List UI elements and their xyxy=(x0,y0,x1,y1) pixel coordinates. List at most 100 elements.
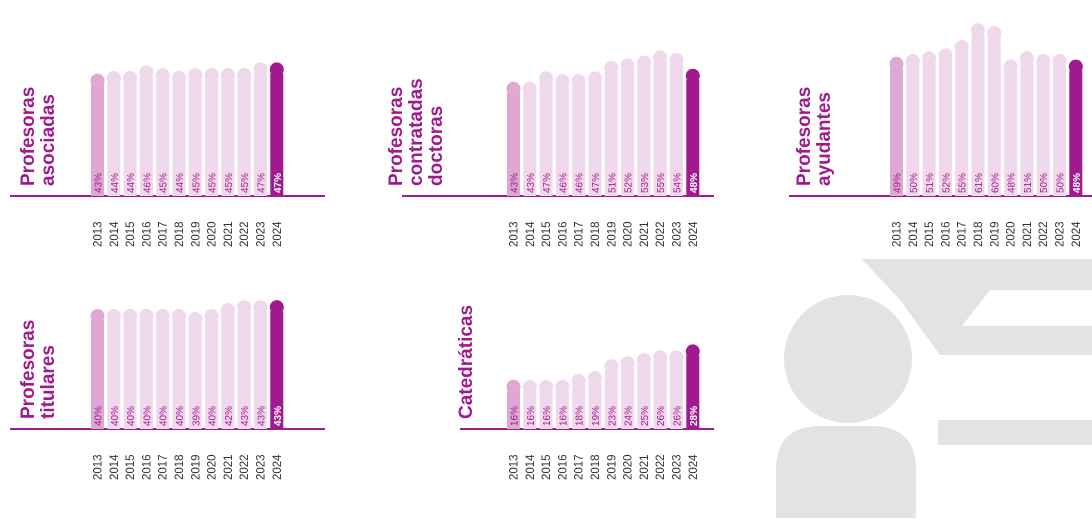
bar xyxy=(107,320,121,429)
year-tick-label: 2023 xyxy=(672,221,684,247)
bar-cap xyxy=(604,60,619,75)
value-label: 24% xyxy=(624,406,635,426)
bar xyxy=(188,79,202,196)
value-label: 47% xyxy=(257,173,268,193)
bar-cap xyxy=(620,356,635,371)
year-tick-label: 2019 xyxy=(606,454,618,480)
bar xyxy=(188,322,202,429)
value-label: 44% xyxy=(110,173,121,193)
bar xyxy=(139,76,153,196)
bar-cap xyxy=(1052,54,1067,68)
value-label: 49% xyxy=(893,173,904,193)
year-tick-label: 2014 xyxy=(525,454,537,480)
bar-cap xyxy=(971,23,985,38)
bar xyxy=(539,390,553,429)
bar xyxy=(539,82,553,196)
year-tick-label: 2024 xyxy=(688,454,700,480)
value-label: 51% xyxy=(925,173,936,193)
bar-cap xyxy=(237,68,252,82)
value-label: 19% xyxy=(591,406,602,426)
bar xyxy=(156,320,170,429)
value-label: 39% xyxy=(191,406,202,426)
bar xyxy=(123,320,137,429)
chart-profesoras-asociadas: Profesorasasociadas 43% 2013 44% 2014 44% 2015… xyxy=(0,0,360,255)
year-tick-label: 2017 xyxy=(957,221,969,247)
bar xyxy=(955,51,969,196)
year-tick-label: 2019 xyxy=(190,221,202,247)
bar xyxy=(621,367,635,429)
bar xyxy=(205,79,219,196)
value-label: 47% xyxy=(542,173,553,193)
value-label: 55% xyxy=(958,173,969,193)
year-tick-label: 2021 xyxy=(639,221,651,247)
bar-cap xyxy=(123,309,138,323)
value-label: 43% xyxy=(94,173,105,193)
value-label: 46% xyxy=(558,173,569,193)
bar xyxy=(1036,65,1050,196)
bar-cap xyxy=(220,68,235,82)
value-label: 61% xyxy=(974,173,985,193)
value-label: 44% xyxy=(175,173,186,193)
year-tick-label: 2021 xyxy=(1022,221,1034,247)
value-label: 47% xyxy=(273,173,284,193)
chart-profesoras-titulares: Profesorastitulares 40% 2013 40% 2014 40% 2015… xyxy=(0,255,360,518)
year-tick-label: 2018 xyxy=(174,454,186,480)
bar xyxy=(653,61,667,197)
year-tick-label: 2014 xyxy=(908,221,920,247)
year-tick-label: 2023 xyxy=(672,454,684,480)
value-label: 50% xyxy=(1039,173,1050,193)
year-tick-label: 2022 xyxy=(655,221,667,247)
value-label: 51% xyxy=(1023,173,1034,193)
value-label: 40% xyxy=(94,406,105,426)
value-label: 50% xyxy=(1056,173,1067,193)
chart-svg: Catedráticas 16% 2013 16% 2014 16% 2015 16% 2016… xyxy=(456,305,714,480)
value-label: 48% xyxy=(1072,173,1083,193)
value-label: 50% xyxy=(909,173,920,193)
year-tick-label: 2019 xyxy=(606,221,618,247)
value-label: 16% xyxy=(558,406,569,426)
year-tick-label: 2014 xyxy=(525,221,537,247)
chart-svg: Profesorasasociadas 43% 2013 44% 2014 44% 2015… xyxy=(10,62,325,247)
value-label: 23% xyxy=(607,406,618,426)
chart-title-line: Profesoras xyxy=(18,87,39,186)
bar xyxy=(938,59,952,197)
year-tick-label: 2024 xyxy=(1071,221,1083,247)
year-tick-label: 2018 xyxy=(973,221,985,247)
bar-cap xyxy=(204,309,219,323)
value-label: 16% xyxy=(510,406,521,426)
year-tick-label: 2018 xyxy=(590,221,602,247)
bar-cap xyxy=(889,56,904,71)
bar-cap xyxy=(905,54,920,68)
bar xyxy=(604,370,618,429)
bar xyxy=(621,69,635,196)
bar-cap xyxy=(555,379,570,394)
year-tick-label: 2019 xyxy=(190,454,202,480)
year-tick-label: 2018 xyxy=(590,454,602,480)
bar-cap xyxy=(669,53,684,68)
chart-title-line: Profesoras xyxy=(18,320,39,419)
bar xyxy=(221,314,235,429)
year-tick-label: 2016 xyxy=(557,221,569,247)
bar-cap xyxy=(571,73,586,88)
bar-cap xyxy=(653,350,668,365)
bar xyxy=(588,381,602,429)
bar xyxy=(588,82,602,196)
bar xyxy=(572,384,586,429)
chart-title: Catedráticas xyxy=(456,305,477,419)
value-label: 52% xyxy=(941,173,952,193)
bar xyxy=(523,390,537,429)
year-tick-label: 2020 xyxy=(207,454,219,480)
value-label: 26% xyxy=(673,406,684,426)
bar-cap xyxy=(588,71,602,86)
year-tick-label: 2022 xyxy=(239,221,251,247)
bar xyxy=(555,84,569,196)
bar xyxy=(139,320,153,429)
chart-title-line: doctoras xyxy=(426,106,447,186)
bar-cap xyxy=(506,81,521,96)
bar-cap xyxy=(604,359,619,374)
year-tick-label: 2015 xyxy=(541,221,553,247)
bar-cap xyxy=(1019,51,1034,66)
bar xyxy=(237,311,251,429)
bar xyxy=(91,84,104,196)
